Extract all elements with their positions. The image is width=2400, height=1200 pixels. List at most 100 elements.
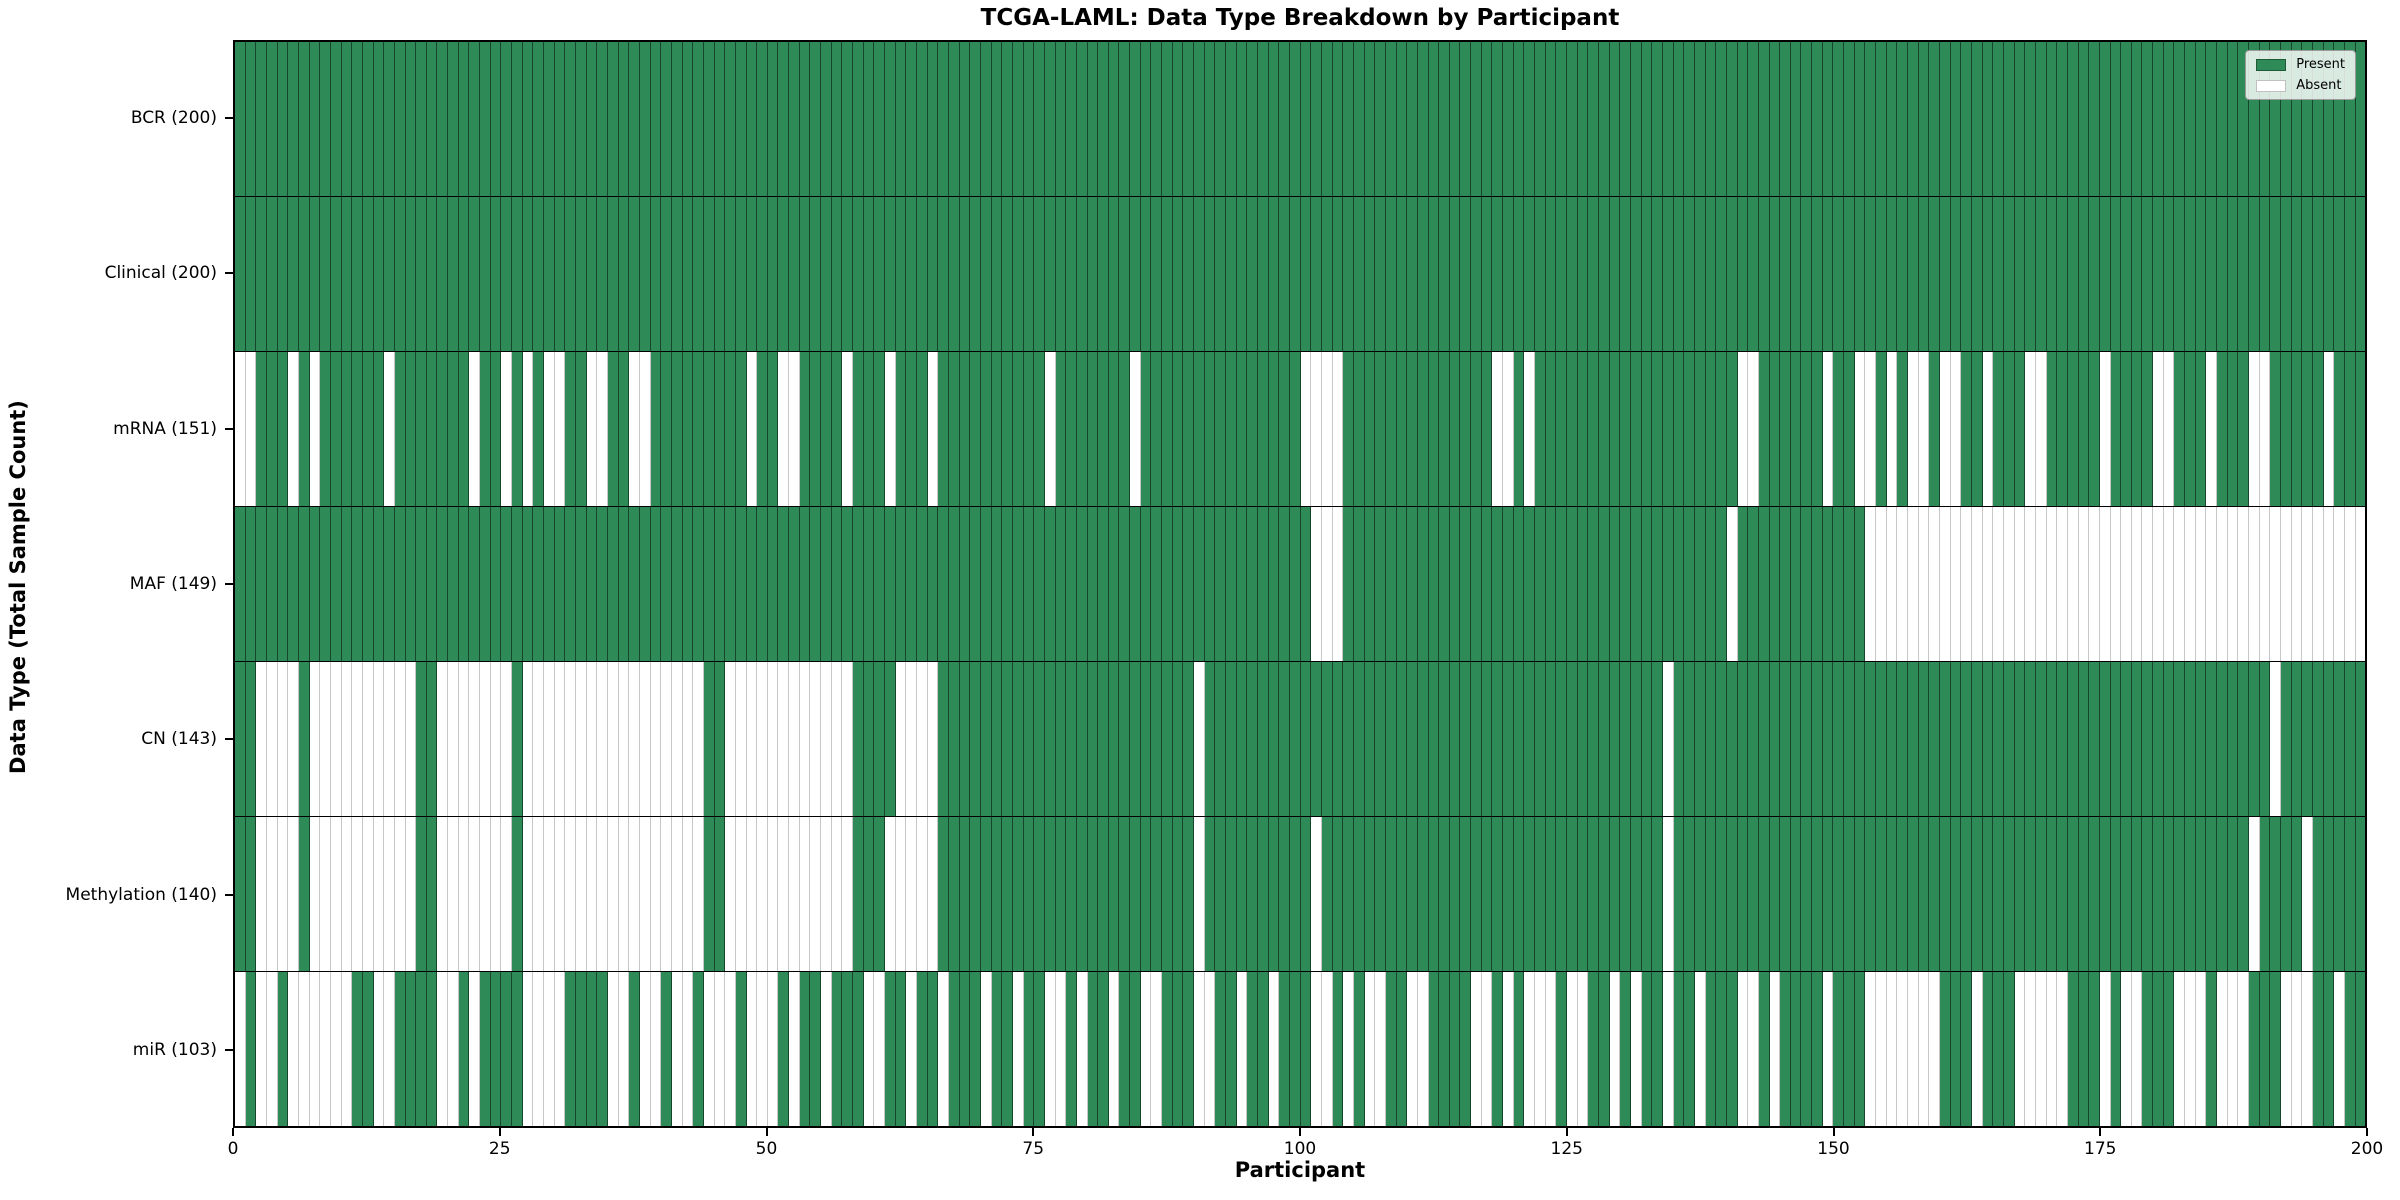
heatmap-cell: [1833, 817, 1845, 971]
heatmap-cell: [469, 352, 481, 506]
heatmap-cell: [1481, 197, 1493, 351]
heatmap-cell: [1652, 662, 1663, 816]
heatmap-cell: [1268, 817, 1280, 971]
heatmap-cell: [2291, 662, 2303, 816]
heatmap-cell: [256, 352, 267, 506]
heatmap-cell: [991, 972, 1003, 1126]
heatmap-cell: [1513, 817, 1525, 971]
heatmap-cell: [1140, 972, 1152, 1126]
heatmap-cell: [1737, 817, 1749, 971]
heatmap-cell: [1929, 352, 1940, 506]
heatmap-cell: [1662, 507, 1674, 661]
y-tick-label: MAF (149): [129, 574, 217, 594]
x-tick-mark: [765, 1128, 768, 1136]
heatmap-cell: [1876, 662, 1887, 816]
heatmap-cell: [341, 972, 353, 1126]
heatmap-cell: [1694, 352, 1706, 506]
heatmap-cell: [330, 352, 342, 506]
heatmap-cell: [1023, 197, 1035, 351]
heatmap-cell: [2195, 507, 2207, 661]
heatmap-cell: [2323, 972, 2335, 1126]
heatmap-cell: [2302, 817, 2313, 971]
heatmap-cell: [2110, 972, 2122, 1126]
heatmap-cell: [2217, 507, 2228, 661]
heatmap-cell: [1630, 507, 1642, 661]
heatmap-cell: [980, 817, 992, 971]
heatmap-cell: [298, 817, 310, 971]
heatmap-cell: [1833, 662, 1845, 816]
heatmap-cell: [1226, 42, 1237, 196]
heatmap-cell: [1247, 817, 1258, 971]
heatmap-cell: [1108, 817, 1120, 971]
heatmap-cell: [1918, 972, 1930, 1126]
heatmap-cell: [948, 197, 960, 351]
heatmap-cell: [1492, 507, 1504, 661]
heatmap-cell: [1652, 42, 1663, 196]
heatmap-cell: [746, 507, 758, 661]
heatmap-cell: [863, 662, 875, 816]
heatmap-cell: [1162, 507, 1173, 661]
x-tick-label: 0: [227, 1139, 239, 1159]
heatmap-cell: [831, 197, 843, 351]
heatmap-cell: [1172, 662, 1184, 816]
x-tick-mark: [498, 1128, 501, 1136]
heatmap-cell: [618, 42, 630, 196]
heatmap-cell: [544, 817, 555, 971]
heatmap-cell: [607, 42, 619, 196]
heatmap-cell: [2195, 817, 2207, 971]
heatmap-row-BCR: [235, 42, 2366, 197]
heatmap-cell: [1567, 972, 1578, 1126]
heatmap-cell: [362, 817, 374, 971]
heatmap-cell: [2302, 352, 2313, 506]
heatmap-cell: [842, 197, 854, 351]
heatmap-cell: [2344, 662, 2356, 816]
heatmap-cell: [1908, 662, 1919, 816]
heatmap-cell: [1577, 507, 1589, 661]
heatmap-cell: [1684, 662, 1695, 816]
heatmap-cell: [1492, 817, 1504, 971]
heatmap-cell: [1950, 507, 1962, 661]
heatmap-cell: [1012, 507, 1024, 661]
heatmap-cell: [2259, 817, 2271, 971]
heatmap-cell: [1098, 507, 1109, 661]
heatmap-cell: [490, 352, 502, 506]
heatmap-cell: [320, 662, 331, 816]
heatmap-cell: [277, 507, 289, 661]
heatmap-cell: [448, 42, 459, 196]
heatmap-cell: [1769, 507, 1781, 661]
heatmap-cell: [1726, 197, 1738, 351]
heatmap-cell: [629, 662, 640, 816]
heatmap-cell: [2046, 42, 2058, 196]
heatmap-cell: [885, 42, 896, 196]
heatmap-cell: [1769, 197, 1781, 351]
heatmap-cell: [405, 507, 417, 661]
heatmap-cell: [1098, 662, 1109, 816]
heatmap-cell: [1172, 507, 1184, 661]
heatmap-cell: [469, 507, 481, 661]
heatmap-cell: [757, 507, 768, 661]
heatmap-cell: [1588, 507, 1599, 661]
heatmap-cell: [991, 197, 1003, 351]
heatmap-cell: [2121, 197, 2132, 351]
heatmap-cell: [554, 352, 566, 506]
heatmap-cell: [309, 352, 321, 506]
heatmap-cell: [1098, 817, 1109, 971]
heatmap-cell: [1513, 662, 1525, 816]
heatmap-cell: [1247, 507, 1258, 661]
heatmap-cell: [917, 197, 928, 351]
heatmap-cell: [650, 662, 662, 816]
heatmap-cell: [2121, 662, 2132, 816]
heatmap-cell: [917, 662, 928, 816]
heatmap-cell: [2067, 352, 2079, 506]
heatmap-cell: [362, 42, 374, 196]
heatmap-cell: [863, 972, 875, 1126]
heatmap-cell: [1396, 817, 1408, 971]
heatmap-cell: [853, 972, 864, 1126]
heatmap-cell: [639, 42, 651, 196]
heatmap-cell: [1567, 352, 1578, 506]
heatmap-cell: [906, 817, 917, 971]
heatmap-cell: [373, 197, 385, 351]
heatmap-cell: [1172, 352, 1184, 506]
heatmap-cell: [1918, 507, 1930, 661]
heatmap-cell: [1439, 507, 1450, 661]
